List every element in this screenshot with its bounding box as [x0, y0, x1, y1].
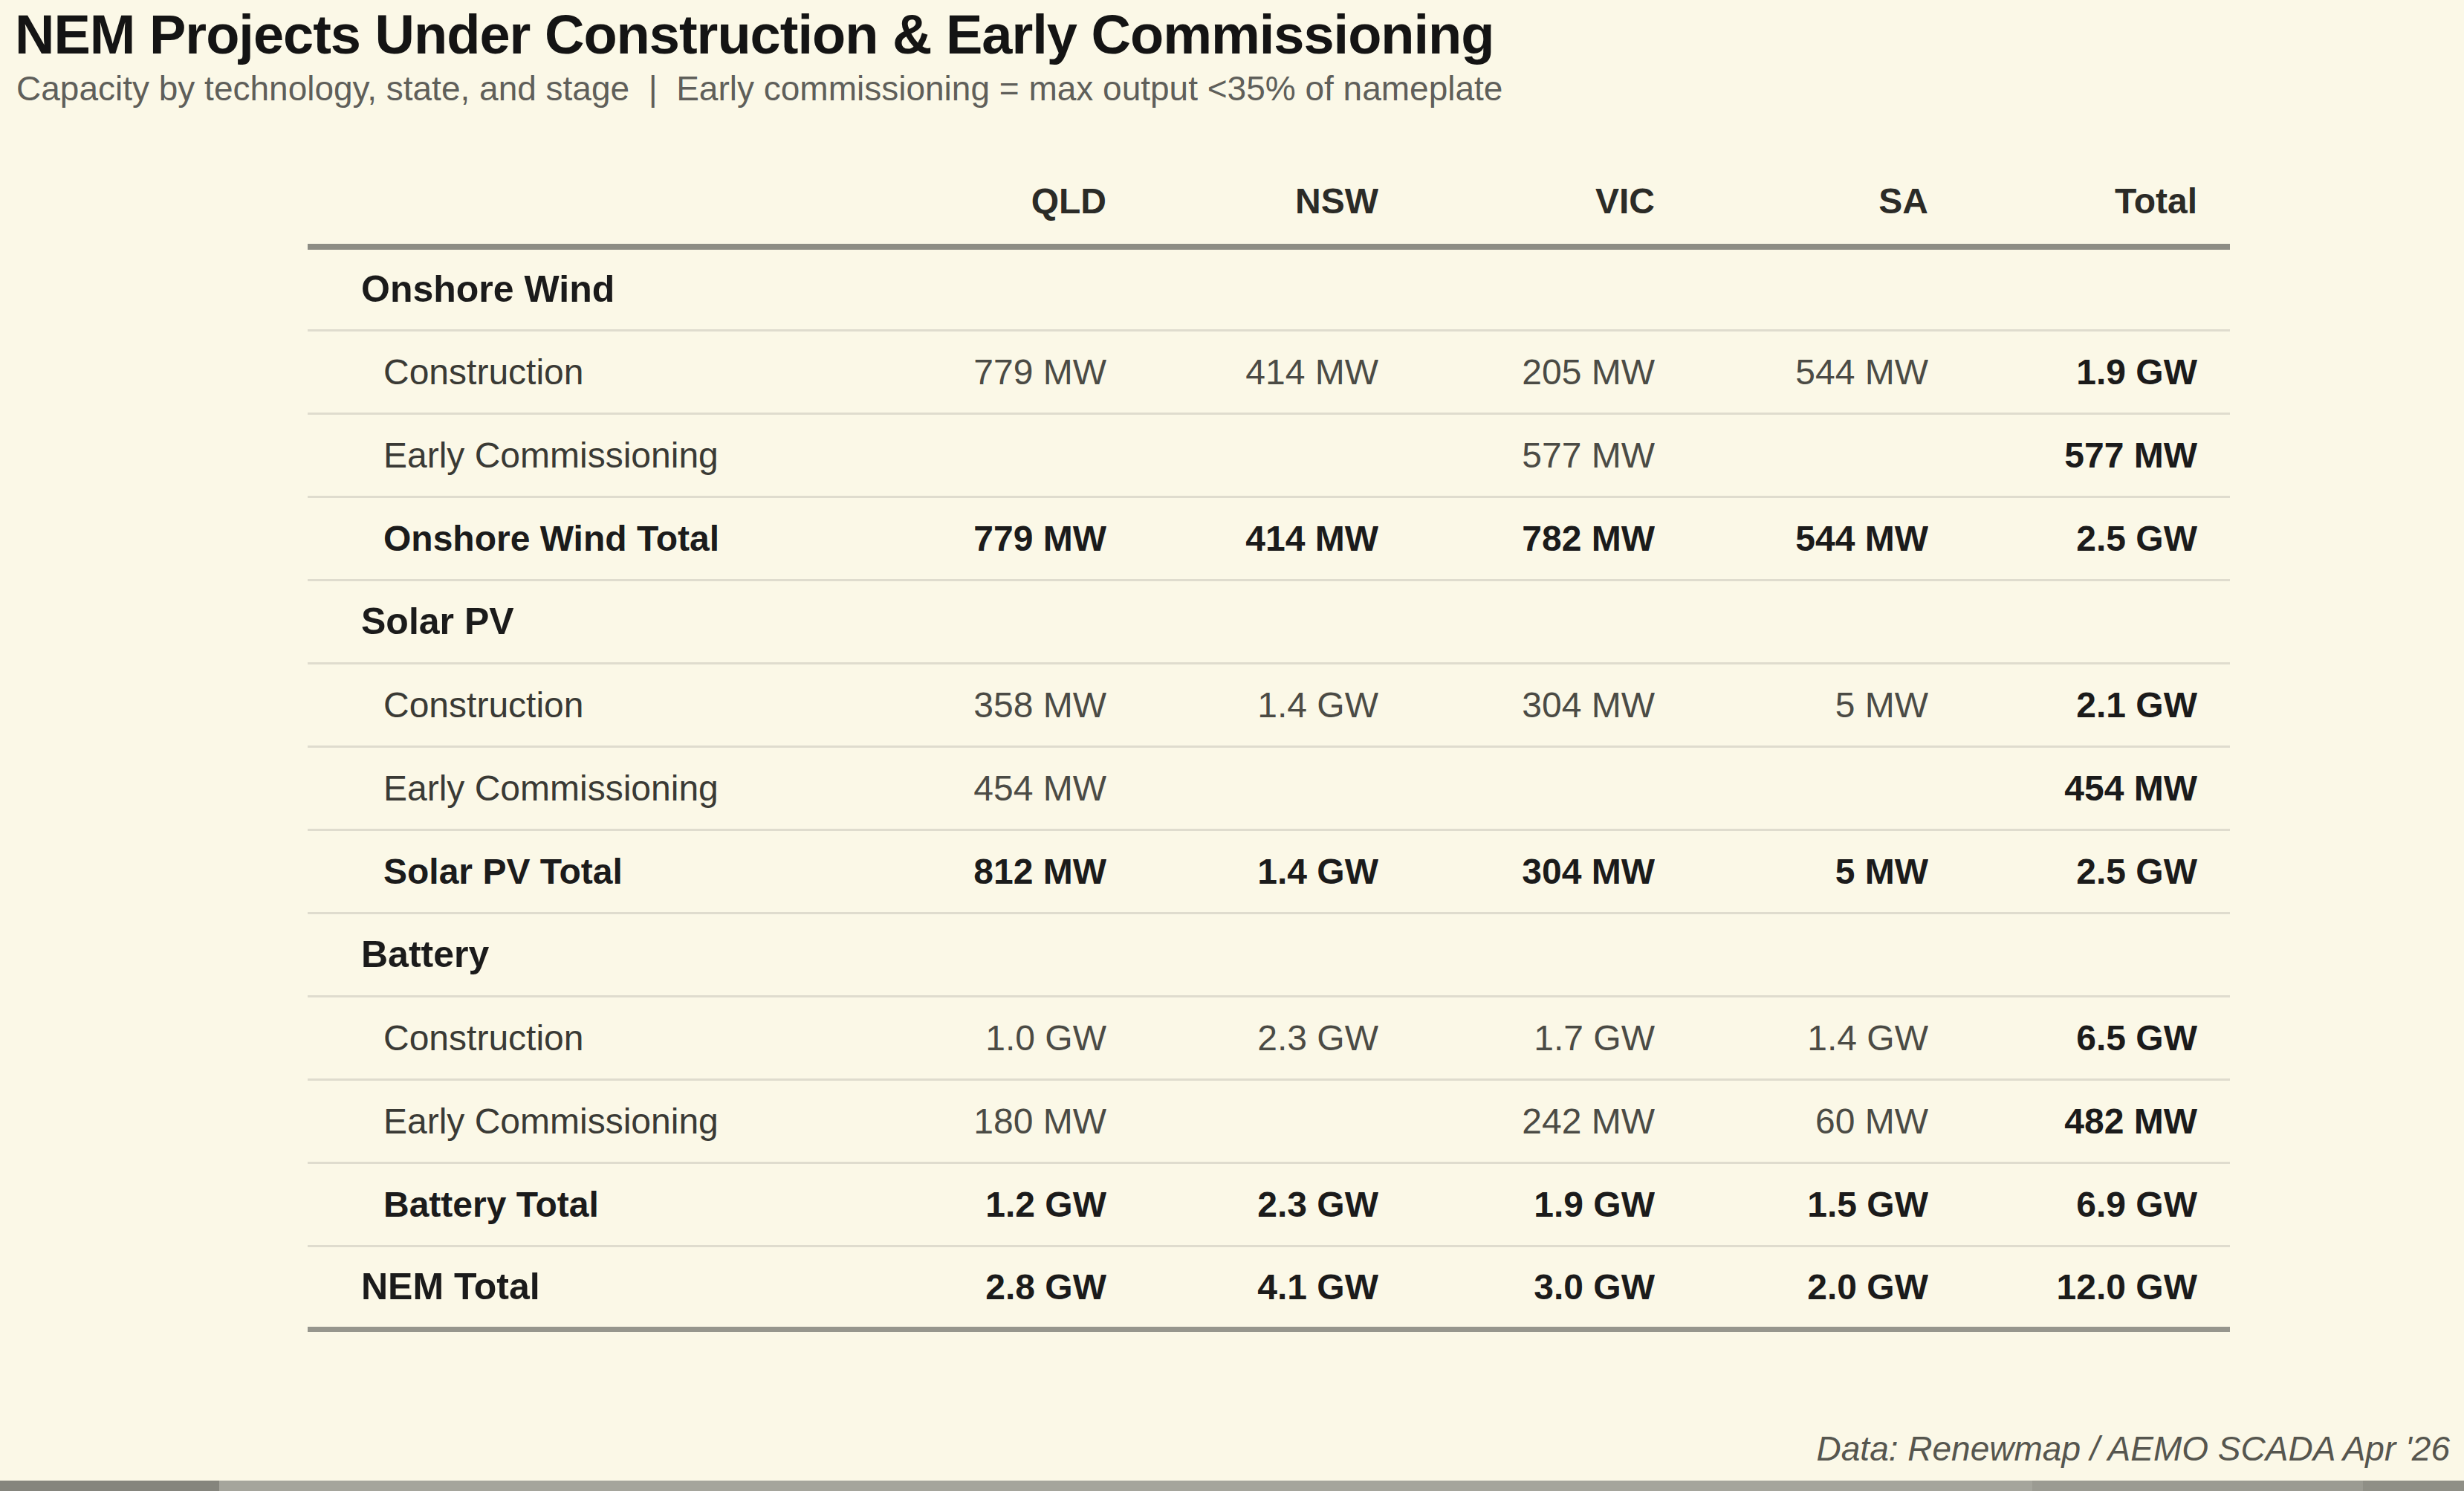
data-row: Construction 779 MW 414 MW 205 MW 544 MW…: [308, 330, 2230, 413]
row-label: Construction: [308, 330, 813, 413]
cell-vic: 304 MW: [1378, 829, 1655, 913]
cell-nsw: [1106, 1079, 1378, 1162]
row-label: Solar PV Total: [308, 829, 813, 913]
column-header-total: Total: [1928, 158, 2230, 247]
subtotal-row: Solar PV Total 812 MW 1.4 GW 304 MW 5 MW…: [308, 829, 2230, 913]
capacity-table: QLD NSW VIC SA Total Onshore Wind Constr…: [308, 158, 2230, 1332]
cell-nsw: 4.1 GW: [1106, 1246, 1378, 1329]
cell-vic: 205 MW: [1378, 330, 1655, 413]
row-label: Battery Total: [308, 1162, 813, 1246]
cell-sa: 544 MW: [1655, 330, 1928, 413]
row-label: Onshore Wind Total: [308, 497, 813, 580]
cell-vic: [1378, 746, 1655, 829]
column-header-sa: SA: [1655, 158, 1928, 247]
cell-sa: 5 MW: [1655, 663, 1928, 746]
grand-total-row: NEM Total 2.8 GW 4.1 GW 3.0 GW 2.0 GW 12…: [308, 1246, 2230, 1329]
bottom-bar-segment: [0, 1481, 219, 1491]
section-name: Battery: [308, 913, 813, 996]
cell-nsw: 414 MW: [1106, 330, 1378, 413]
section-header-row: Battery: [308, 913, 2230, 996]
cell-vic: 782 MW: [1378, 497, 1655, 580]
cell-total: 577 MW: [1928, 413, 2230, 497]
cell-nsw: [1106, 413, 1378, 497]
bottom-bar-segment: [2363, 1481, 2464, 1491]
page-subtitle: Capacity by technology, state, and stage…: [16, 68, 1502, 109]
cell-qld: 180 MW: [813, 1079, 1106, 1162]
cell-nsw: [1106, 746, 1378, 829]
window-bottom-bar: [0, 1481, 2464, 1491]
column-header-blank: [308, 158, 813, 247]
row-label: Early Commissioning: [308, 1079, 813, 1162]
cell-sa: [1655, 746, 1928, 829]
cell-vic: 242 MW: [1378, 1079, 1655, 1162]
column-header-nsw: NSW: [1106, 158, 1378, 247]
cell-qld: 454 MW: [813, 746, 1106, 829]
cell-sa: 1.5 GW: [1655, 1162, 1928, 1246]
cell-nsw: 1.4 GW: [1106, 829, 1378, 913]
section-header-row: Onshore Wind: [308, 247, 2230, 330]
subtotal-row: Battery Total 1.2 GW 2.3 GW 1.9 GW 1.5 G…: [308, 1162, 2230, 1246]
cell-total: 1.9 GW: [1928, 330, 2230, 413]
cell-sa: [1655, 413, 1928, 497]
cell-total: 2.1 GW: [1928, 663, 2230, 746]
cell-qld: [813, 413, 1106, 497]
cell-nsw: 2.3 GW: [1106, 1162, 1378, 1246]
cell-nsw: 2.3 GW: [1106, 996, 1378, 1079]
cell-nsw: 1.4 GW: [1106, 663, 1378, 746]
cell-sa: 60 MW: [1655, 1079, 1928, 1162]
row-label: Early Commissioning: [308, 746, 813, 829]
data-row: Construction 358 MW 1.4 GW 304 MW 5 MW 2…: [308, 663, 2230, 746]
row-label: Early Commissioning: [308, 413, 813, 497]
data-source-note: Data: Renewmap / AEMO SCADA Apr '26: [1817, 1429, 2450, 1469]
column-header-row: QLD NSW VIC SA Total: [308, 158, 2230, 247]
data-row: Construction 1.0 GW 2.3 GW 1.7 GW 1.4 GW…: [308, 996, 2230, 1079]
cell-total: 6.5 GW: [1928, 996, 2230, 1079]
cell-qld: 779 MW: [813, 497, 1106, 580]
cell-vic: 304 MW: [1378, 663, 1655, 746]
row-label: NEM Total: [308, 1246, 813, 1329]
cell-qld: 358 MW: [813, 663, 1106, 746]
data-row: Early Commissioning 577 MW 577 MW: [308, 413, 2230, 497]
data-row: Early Commissioning 454 MW 454 MW: [308, 746, 2230, 829]
cell-sa: 1.4 GW: [1655, 996, 1928, 1079]
column-header-qld: QLD: [813, 158, 1106, 247]
cell-qld: 1.0 GW: [813, 996, 1106, 1079]
cell-qld: 2.8 GW: [813, 1246, 1106, 1329]
cell-vic: 1.9 GW: [1378, 1162, 1655, 1246]
row-label: Construction: [308, 663, 813, 746]
section-header-row: Solar PV: [308, 580, 2230, 663]
page-title: NEM Projects Under Construction & Early …: [15, 4, 1494, 65]
section-name: Onshore Wind: [308, 247, 813, 330]
row-label: Construction: [308, 996, 813, 1079]
cell-qld: 1.2 GW: [813, 1162, 1106, 1246]
cell-total: 482 MW: [1928, 1079, 2230, 1162]
cell-total: 6.9 GW: [1928, 1162, 2230, 1246]
cell-total: 2.5 GW: [1928, 829, 2230, 913]
cell-total: 2.5 GW: [1928, 497, 2230, 580]
cell-vic: 1.7 GW: [1378, 996, 1655, 1079]
data-row: Early Commissioning 180 MW 242 MW 60 MW …: [308, 1079, 2230, 1162]
cell-nsw: 414 MW: [1106, 497, 1378, 580]
bottom-bar-segment: [2032, 1481, 2363, 1491]
section-name: Solar PV: [308, 580, 813, 663]
cell-sa: 544 MW: [1655, 497, 1928, 580]
cell-qld: 779 MW: [813, 330, 1106, 413]
cell-sa: 5 MW: [1655, 829, 1928, 913]
subtotal-row: Onshore Wind Total 779 MW 414 MW 782 MW …: [308, 497, 2230, 580]
cell-total: 454 MW: [1928, 746, 2230, 829]
cell-vic: 577 MW: [1378, 413, 1655, 497]
cell-qld: 812 MW: [813, 829, 1106, 913]
cell-total: 12.0 GW: [1928, 1246, 2230, 1329]
cell-vic: 3.0 GW: [1378, 1246, 1655, 1329]
cell-sa: 2.0 GW: [1655, 1246, 1928, 1329]
column-header-vic: VIC: [1378, 158, 1655, 247]
